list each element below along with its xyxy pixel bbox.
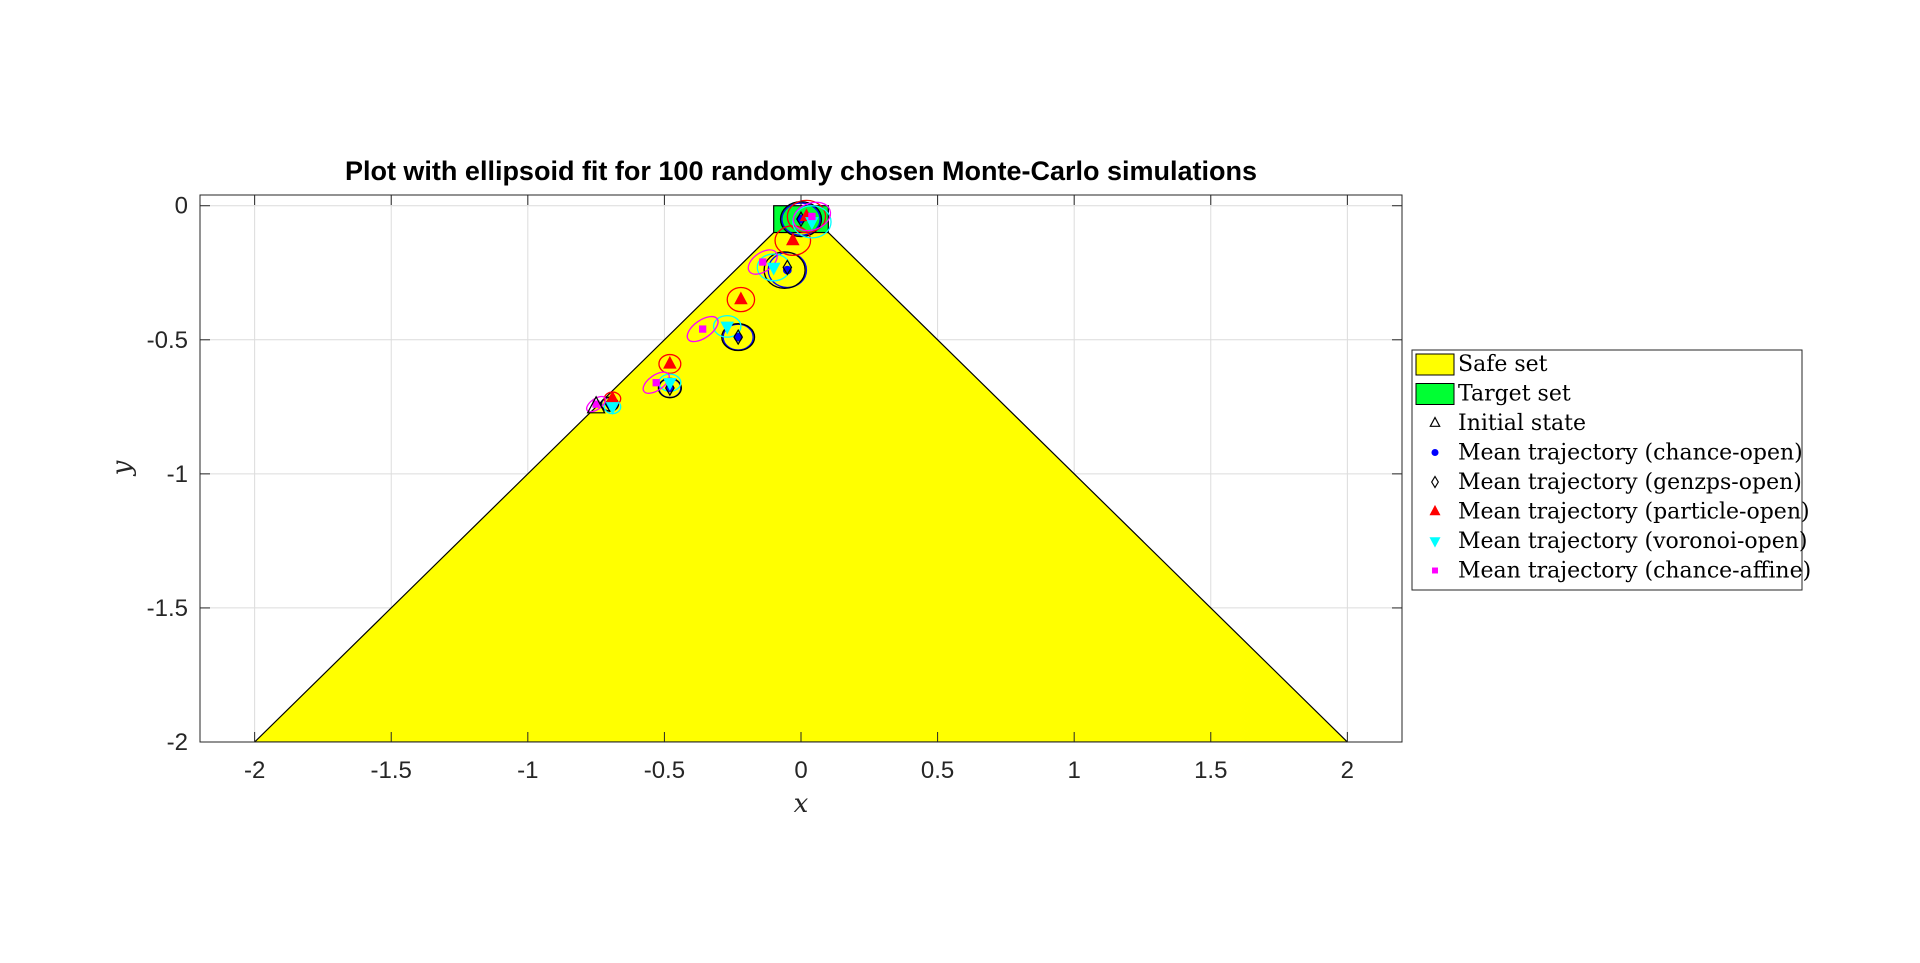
legend-safe-set-swatch	[1415, 353, 1455, 376]
legend-items: Safe set Target set Initial state Mean traj…	[1415, 352, 1811, 584]
mean-trajectory-particle-open-ellipse	[658, 353, 682, 374]
legend-initial-state: Initial state	[1429, 411, 1586, 436]
mean-trajectory-genzps-open-ellipse	[721, 323, 756, 352]
ellipse-fits	[585, 199, 832, 415]
mean-trajectory-genzps-open-marker	[782, 259, 793, 276]
legend-target-set-label: Target set	[1458, 382, 1571, 407]
legend-series-4: Mean trajectory (voronoi-open)	[1429, 529, 1808, 554]
mean-trajectory-voronoi-open-marker	[766, 262, 781, 276]
y-tick-label: -1.5	[147, 595, 188, 622]
x-tick-label: -0.5	[644, 757, 685, 784]
mean-trajectory-voronoi-open-ellipse	[792, 205, 832, 239]
mean-trajectory-voronoi-open-marker	[663, 377, 677, 391]
legend-series-5: Mean trajectory (chance-affine)	[1432, 559, 1811, 584]
legend: Safe set Target set Initial state Mean traj…	[1411, 349, 1811, 591]
x-tick-label: 0.5	[921, 757, 954, 784]
x-tick-label: -1.5	[371, 757, 412, 784]
x-tick-label: 0	[794, 757, 807, 784]
mean-trajectory-chance-affine-ellipse	[686, 315, 719, 343]
mean-trajectory-chance-affine-marker	[808, 212, 816, 221]
legend-series-3-symbol	[1429, 504, 1441, 516]
y-tick-label: -1	[167, 461, 188, 488]
mean-trajectory-chance-affine-marker	[592, 400, 600, 408]
mean-trajectory-chance-affine-marker	[699, 325, 707, 333]
legend-series-1: Mean trajectory (chance-open)	[1431, 441, 1803, 466]
legend-series-4-label: Mean trajectory (voronoi-open)	[1458, 529, 1808, 554]
legend-target-set-swatch	[1415, 383, 1455, 405]
x-tick-label: 1	[1068, 757, 1081, 784]
legend-series-3: Mean trajectory (particle-open)	[1429, 500, 1810, 525]
legend-series-4-symbol	[1429, 537, 1441, 548]
y-tick-label: -2	[167, 729, 188, 756]
x-axis-label: x	[794, 789, 809, 819]
legend-initial-state-symbol	[1429, 416, 1441, 427]
mean-trajectory-particle-open-marker	[786, 232, 800, 246]
legend-box	[1411, 349, 1803, 591]
x-tick-label: 2	[1341, 757, 1354, 784]
legend-series-5-label: Mean trajectory (chance-affine)	[1458, 559, 1811, 584]
y-tick-label: 0	[175, 193, 188, 220]
legend-safe-set: Safe set	[1415, 352, 1548, 377]
mean-trajectory-voronoi-open-ellipse	[712, 315, 742, 338]
chart-title: Plot with ellipsoid fit for 100 randomly…	[345, 156, 1257, 186]
mean-trajectory-chance-affine-marker	[759, 258, 767, 266]
x-tick-label: -1	[517, 757, 538, 784]
mean-trajectory-chance-affine-marker	[652, 379, 660, 387]
initial-state-marker	[586, 395, 606, 414]
mean-trajectory-particle-open-ellipse	[726, 286, 756, 313]
x-tick-label: 1.5	[1194, 757, 1227, 784]
safe-set-region	[253, 204, 1349, 742]
legend-series-2: Mean trajectory (genzps-open)	[1431, 470, 1802, 495]
legend-safe-set-label: Safe set	[1458, 352, 1548, 377]
mean-trajectory-particle-open-marker	[734, 291, 748, 305]
mean-trajectory-chance-affine-ellipse	[585, 395, 607, 413]
legend-series-5-symbol	[1432, 567, 1438, 574]
mean-trajectory-voronoi-open-marker	[720, 321, 735, 335]
y-tick-label: -0.5	[147, 327, 188, 354]
x-tick-label: -2	[244, 757, 265, 784]
legend-series-2-symbol	[1431, 475, 1439, 489]
mean-trajectory-chance-affine-ellipse	[792, 201, 832, 232]
legend-initial-state-label: Initial state	[1458, 411, 1586, 436]
mean-trajectory-chance-affine-ellipse	[747, 249, 778, 275]
legend-series-3-label: Mean trajectory (particle-open)	[1458, 500, 1810, 525]
trajectory-markers	[586, 208, 819, 415]
mean-trajectory-genzps-open-ellipse	[763, 251, 806, 289]
axis-ticks: -2 -1.5 -1 -0.5 0 0.5 1 1.5 2 0 -0.5 -1 -1.5 -2	[147, 193, 1402, 784]
mean-trajectory-voronoi-open-marker	[605, 402, 620, 415]
legend-series-1-label: Mean trajectory (chance-open)	[1458, 441, 1803, 466]
y-axis-label: y	[107, 460, 137, 476]
mean-trajectory-genzps-open-marker	[733, 328, 744, 346]
mean-trajectory-particle-open-ellipse	[786, 199, 827, 234]
mean-trajectory-particle-open-marker	[663, 355, 677, 369]
mean-trajectory-chance-affine-ellipse	[642, 371, 670, 394]
mean-trajectory-genzps-open-marker	[664, 379, 675, 397]
legend-series-1-symbol	[1431, 448, 1439, 457]
legend-series-2-label: Mean trajectory (genzps-open)	[1458, 470, 1802, 495]
legend-target-set: Target set	[1415, 382, 1571, 407]
